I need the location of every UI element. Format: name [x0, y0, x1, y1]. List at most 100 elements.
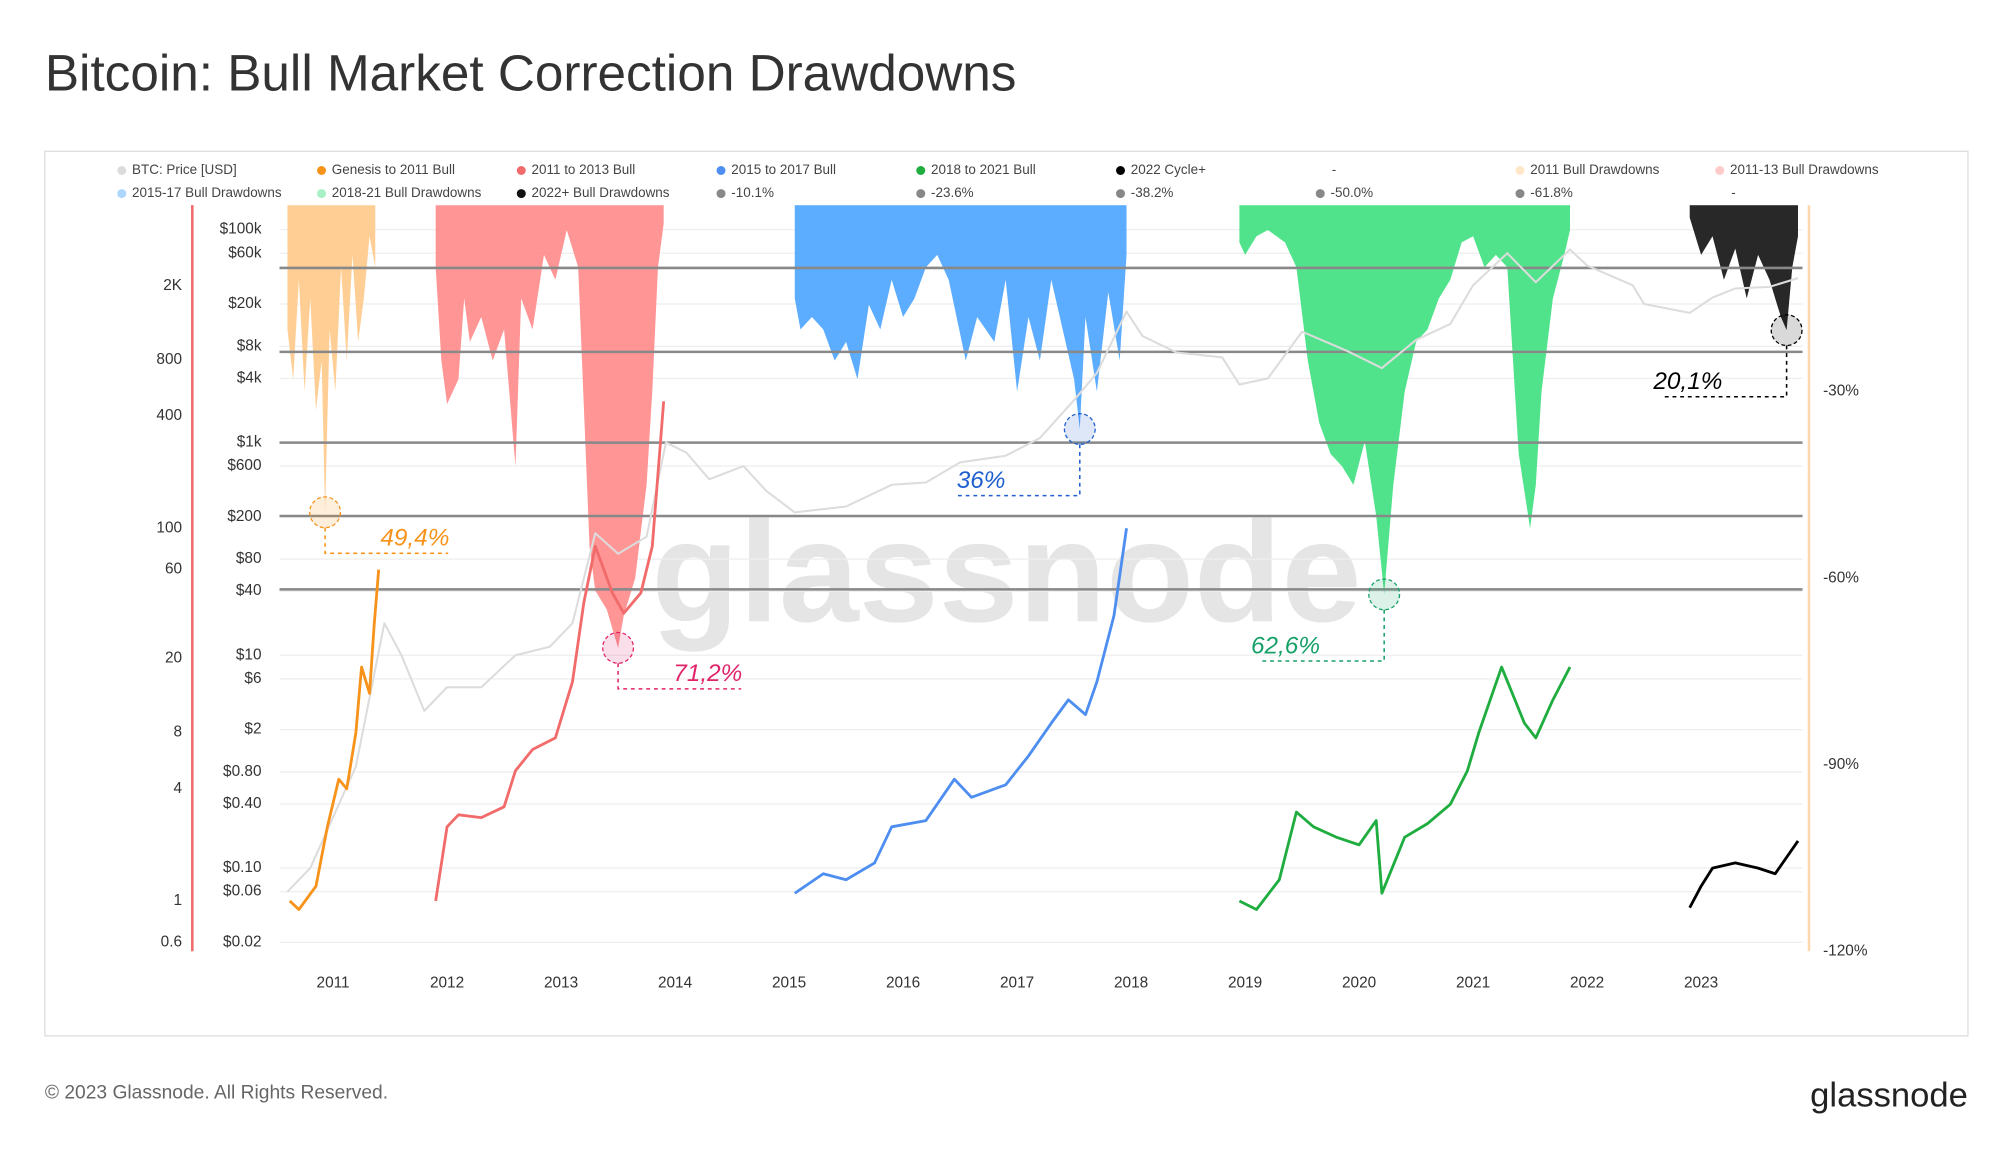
- y-tick-label: $2: [244, 721, 261, 738]
- y2-tick-label: 20: [165, 650, 182, 667]
- x-tick-label: 2021: [1456, 974, 1490, 991]
- y-tick-label: $4k: [237, 369, 262, 386]
- annotation-label: 36%: [957, 467, 1006, 494]
- drawdown-area: [794, 205, 1127, 429]
- annotation-leader: [324, 527, 449, 555]
- legend-label: 2022+ Bull Drawdowns: [532, 185, 670, 200]
- x-tick-label: 2019: [1228, 974, 1262, 991]
- x-tick-label: 2014: [658, 974, 693, 991]
- y3-tick-label: -30%: [1823, 383, 1859, 400]
- series-line: [434, 401, 666, 902]
- y-tick-label: $0.10: [223, 859, 261, 876]
- series-line: [793, 528, 1128, 895]
- x-tick-label: 2013: [544, 974, 578, 991]
- legend-label: -10.1%: [731, 185, 774, 200]
- legend-label: -23.6%: [931, 185, 974, 200]
- annotation-leader: [1662, 345, 1788, 398]
- legend-marker: [516, 166, 526, 175]
- annotation-marker: [1368, 578, 1401, 611]
- legend-label: 2015 to 2017 Bull: [731, 162, 836, 177]
- y-tick-label: $10: [236, 646, 262, 663]
- x-tick-label: 2016: [886, 974, 920, 991]
- y2-tick-label: 800: [156, 351, 182, 368]
- y2-tick-label: 100: [156, 519, 182, 536]
- annotation-label: 49,4%: [380, 525, 449, 552]
- legend-label: 2011-13 Bull Drawdowns: [1730, 162, 1879, 177]
- y3-tick-label: -60%: [1823, 569, 1859, 586]
- watermark: glassnode: [651, 492, 1361, 652]
- y2-tick-label: 0.6: [161, 933, 182, 950]
- y-tick-label: $0.02: [223, 933, 261, 950]
- y-tick-label: $0.40: [223, 795, 261, 812]
- y-tick-label: $40: [236, 582, 262, 599]
- y-tick-label: $1k: [237, 434, 262, 451]
- annotation-marker: [602, 631, 635, 664]
- x-tick-label: 2015: [772, 974, 806, 991]
- chart-title: Bitcoin: Bull Market Correction Drawdown…: [45, 44, 1017, 101]
- legend-marker: [716, 166, 726, 175]
- drawdown-area: [1239, 205, 1570, 595]
- y2-tick-label: 1: [173, 892, 182, 909]
- legend-marker: [1116, 189, 1125, 199]
- legend-label: 2015-17 Bull Drawdowns: [132, 185, 282, 200]
- annotation-leader: [1259, 609, 1385, 662]
- x-tick-label: 2020: [1342, 974, 1376, 991]
- drawdown-area: [287, 205, 376, 513]
- legend-label: BTC: Price [USD]: [132, 162, 237, 177]
- y-tick-label: $6: [244, 670, 261, 687]
- drawdown-area: [435, 205, 664, 648]
- logo: glassnode: [1810, 1077, 1968, 1115]
- legend-label: -61.8%: [1530, 185, 1573, 200]
- legend-label: 2022 Cycle+: [1131, 162, 1206, 177]
- annotation-marker: [1063, 412, 1096, 446]
- legend-label: -: [1332, 162, 1336, 177]
- legend-marker: [117, 189, 127, 199]
- annotation-leader: [617, 663, 742, 690]
- annotation-marker: [309, 496, 342, 529]
- y-tick-label: $0.80: [223, 763, 261, 780]
- legend-label: 2011 Bull Drawdowns: [1530, 162, 1659, 177]
- y-tick-label: $8k: [237, 337, 262, 354]
- y-tick-label: $20k: [228, 295, 262, 312]
- legend-marker: [317, 166, 327, 175]
- legend-marker: [317, 189, 327, 199]
- x-tick-label: 2023: [1684, 974, 1718, 991]
- y-tick-label: $80: [236, 550, 262, 567]
- y2-tick-label: 8: [173, 724, 182, 741]
- legend-marker: [1315, 189, 1325, 199]
- annotation-label: 71,2%: [673, 660, 742, 687]
- legend-marker: [117, 166, 127, 175]
- legend-marker: [1715, 166, 1725, 175]
- y-tick-label: $200: [227, 508, 261, 525]
- legend-label: 2018 to 2021 Bull: [931, 162, 1036, 177]
- x-tick-label: 2012: [430, 974, 464, 991]
- legend-marker: [1116, 166, 1125, 175]
- legend-marker: [916, 166, 926, 175]
- x-tick-label: 2022: [1570, 974, 1604, 991]
- footer: © 2023 Glassnode. All Rights Reserved.: [45, 1083, 388, 1104]
- legend-label: Genesis to 2011 Bull: [332, 162, 455, 177]
- series-line: [286, 248, 1799, 893]
- series-line: [288, 569, 381, 911]
- annotation-leader: [955, 444, 1081, 497]
- y-tick-label: $60k: [228, 244, 262, 261]
- legend-marker: [516, 189, 526, 199]
- series-line: [1238, 665, 1572, 911]
- y3-tick-label: -120%: [1823, 942, 1868, 959]
- legend-marker: [716, 189, 726, 199]
- y-tick-label: $600: [227, 457, 261, 474]
- y3-tick-label: -90%: [1823, 756, 1859, 773]
- y2-tick-label: 400: [156, 407, 182, 424]
- legend-marker: [916, 189, 926, 199]
- legend-label: -: [1731, 185, 1735, 200]
- legend-marker: [1515, 166, 1525, 175]
- y2-tick-label: 60: [165, 561, 182, 578]
- annotation-label: 20,1%: [1652, 368, 1722, 395]
- chart-frame: [44, 150, 1969, 1037]
- plot-area: [279, 205, 1803, 944]
- y2-tick-label: 2K: [163, 277, 183, 294]
- annotation-marker: [1770, 314, 1803, 347]
- legend-marker: [1515, 189, 1525, 199]
